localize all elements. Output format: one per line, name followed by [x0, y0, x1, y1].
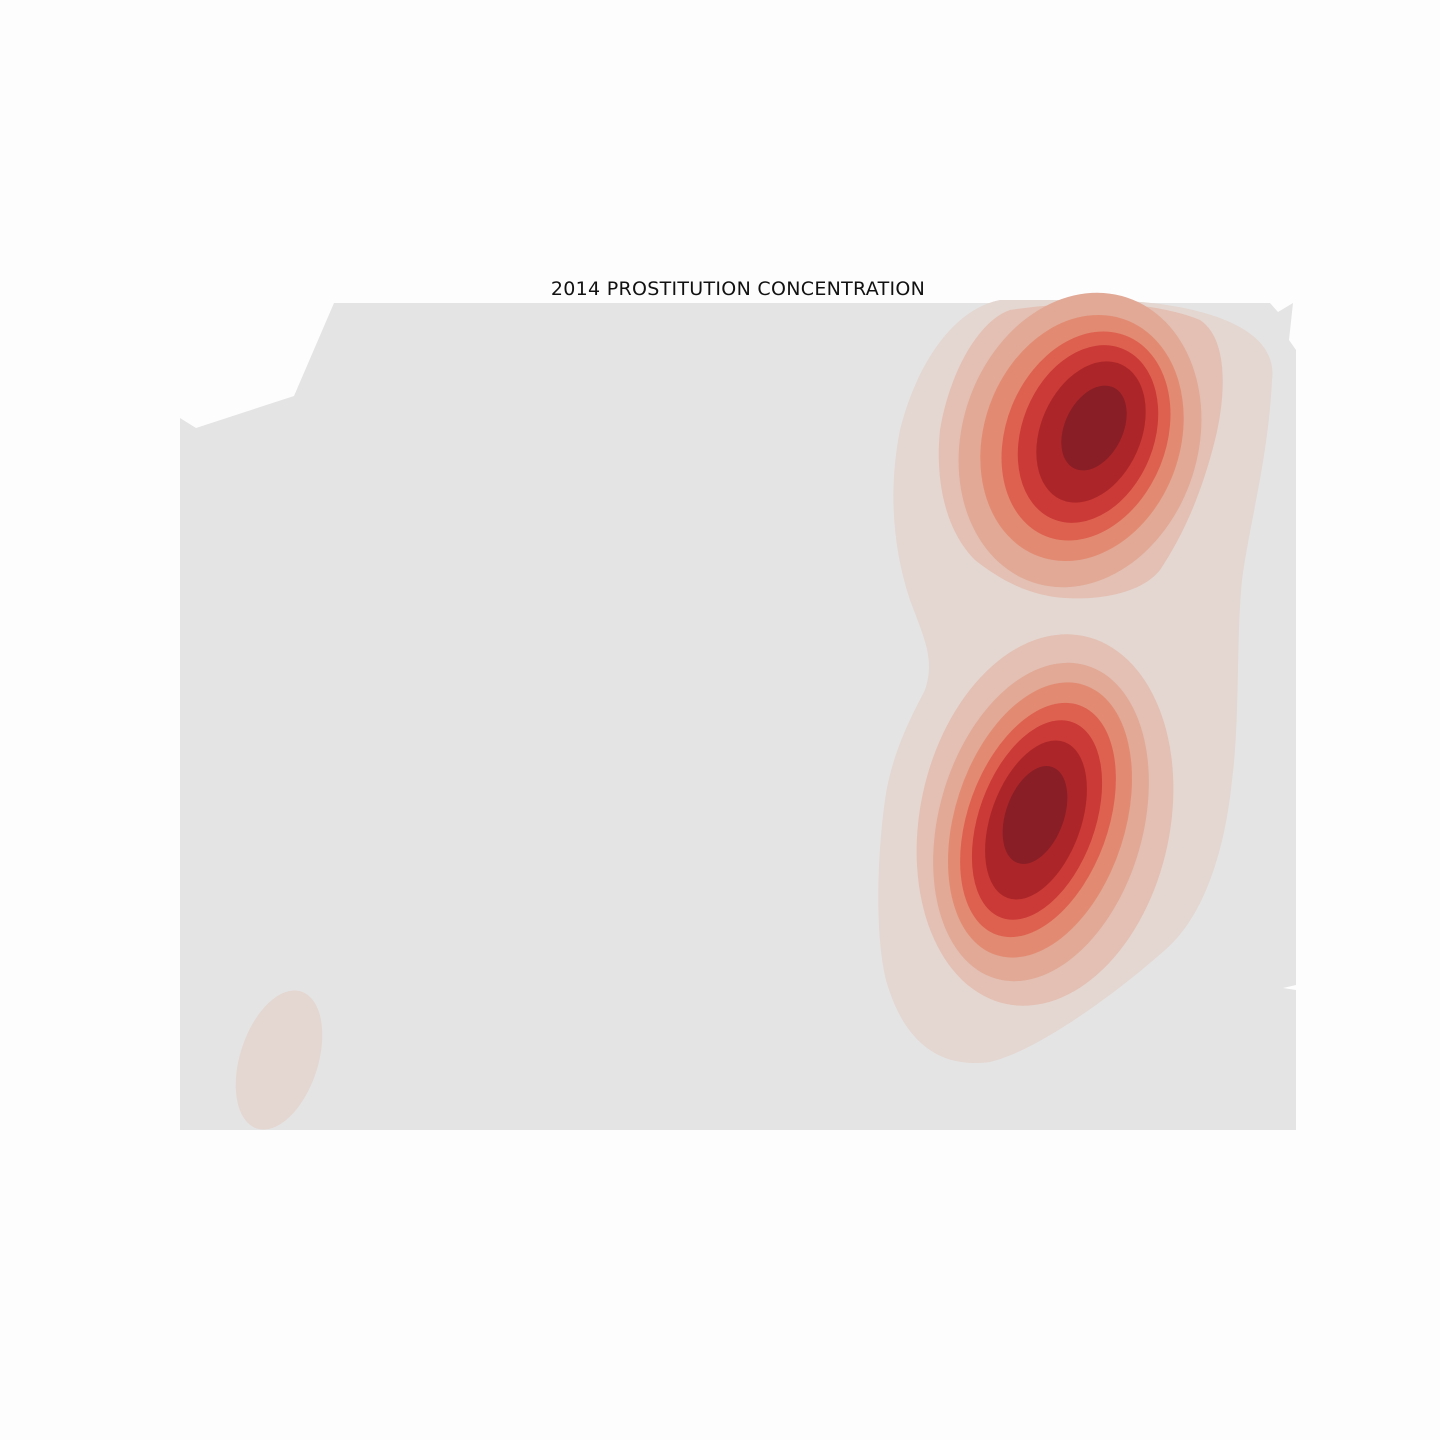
- map-title: 2014 PROSTITUTION CONCENTRATION: [550, 278, 926, 300]
- density-level-1-southwest: [235, 990, 323, 1130]
- density-layer: [235, 292, 1273, 1130]
- density-level-8-north: [1061, 385, 1127, 471]
- density-level-8-south: [1002, 766, 1068, 864]
